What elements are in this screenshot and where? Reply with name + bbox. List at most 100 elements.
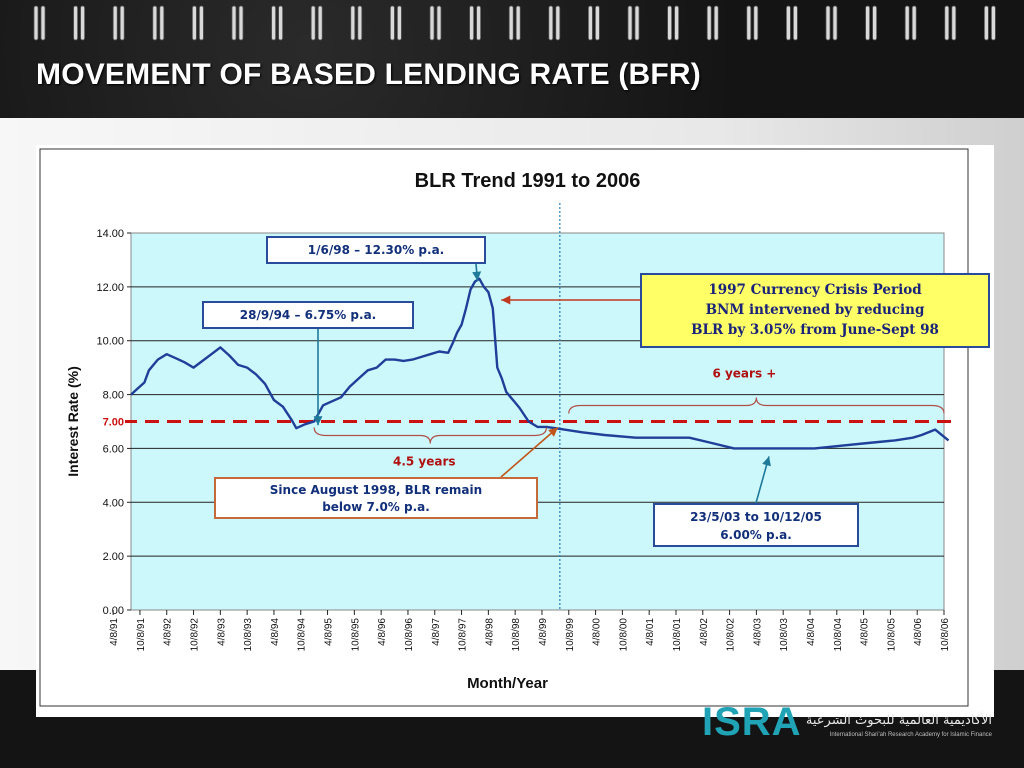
x-tick-label: 10/8/94 — [297, 618, 308, 652]
spiral-ring — [198, 5, 204, 41]
low94-callout: 28/9/94 – 6.75% p.a. — [202, 301, 414, 329]
spiral-ring — [515, 5, 521, 41]
crisis-line-1: 1997 Currency Crisis Period — [708, 282, 922, 298]
spiral-ring — [627, 5, 633, 41]
y-tick-label: 8.00 — [103, 390, 124, 402]
x-tick-label: 10/8/98 — [511, 618, 522, 652]
spiral-ring — [746, 5, 752, 41]
x-tick-label: 10/8/93 — [243, 618, 254, 652]
spiral-ring — [706, 5, 712, 41]
spiral-ring — [112, 5, 118, 41]
x-tick-label: 4/8/06 — [913, 618, 924, 646]
x-tick-label: 4/8/98 — [484, 618, 495, 646]
spiral-ring — [271, 5, 277, 41]
spiral-ring — [667, 5, 672, 41]
x-tick-label: 4/8/01 — [645, 618, 656, 646]
logo-mark: ISRA — [702, 700, 802, 744]
spiral-ring — [350, 5, 356, 41]
spiral-ring — [278, 5, 284, 41]
spiral-ring — [317, 5, 323, 41]
spiral-ring — [159, 5, 165, 41]
reference-label-bg — [87, 413, 125, 429]
y-tick-label: 14.00 — [96, 228, 124, 240]
spiral-ring — [595, 5, 600, 41]
spiral-ring — [825, 5, 831, 41]
since-line-1: Since August 1998, BLR remain — [269, 483, 483, 497]
six-years-label: 6 years + — [712, 367, 776, 381]
spiral-ring — [793, 5, 798, 41]
x-tick-label: 10/8/05 — [886, 618, 897, 652]
spiral-ring — [555, 5, 561, 41]
y-tick-label: 2.00 — [103, 551, 124, 563]
x-tick-label: 4/8/91 — [109, 618, 120, 646]
crisis-callout: 1997 Currency Crisis Period BNM interven… — [640, 273, 990, 348]
spiral-ring — [357, 5, 363, 41]
crisis-line-3: BLR by 3.05% from June-Sept 98 — [691, 322, 939, 338]
x-tick-label: 4/8/04 — [806, 618, 817, 646]
x-tick-label: 10/8/00 — [618, 618, 629, 652]
slide-title: MOVEMENT OF BASED LENDING RATE (BFR) — [36, 58, 701, 91]
slide-header: MOVEMENT OF BASED LENDING RATE (BFR) — [0, 0, 1024, 118]
x-tick-label: 10/8/99 — [565, 618, 576, 652]
spiral-ring — [872, 5, 877, 41]
peak-callout-text: 1/6/98 – 12.30% p.a. — [307, 243, 445, 257]
peak-arrow-head — [472, 271, 482, 281]
spiral-binding — [33, 5, 996, 41]
spiral-ring — [33, 5, 39, 41]
spiral-ring — [951, 5, 957, 41]
spiral-ring — [548, 5, 554, 41]
x-tick-label: 4/8/92 — [163, 618, 174, 646]
spiral-ring — [40, 5, 46, 41]
isra-logo: ISRA الأكاديمية العالمية للبحوث الشرعية … — [700, 700, 1000, 750]
blr-trend-chart: BLR Trend 1991 to 20060.002.004.006.008.… — [39, 148, 969, 707]
x-tick-label: 4/8/99 — [538, 618, 549, 646]
y-tick-label: 4.00 — [103, 497, 124, 509]
y-axis-label: Interest Rate (%) — [65, 366, 81, 476]
x-tick-label: 10/8/91 — [136, 618, 147, 652]
low03-line-1: 23/5/03 to 10/12/05 — [690, 510, 822, 524]
crisis-arrow-head — [501, 295, 511, 305]
x-tick-label: 10/8/04 — [833, 618, 844, 652]
y-tick-label: 12.00 — [96, 282, 124, 294]
spiral-ring — [634, 5, 640, 41]
spiral-ring — [984, 5, 989, 41]
spiral-ring — [713, 5, 719, 41]
peak-callout: 1/6/98 – 12.30% p.a. — [266, 236, 486, 264]
x-tick-label: 4/8/05 — [860, 618, 871, 646]
y-tick-label: 6.00 — [103, 443, 124, 455]
spiral-ring — [310, 5, 316, 41]
x-tick-label: 4/8/95 — [324, 618, 335, 646]
x-tick-label: 10/8/03 — [779, 618, 790, 652]
spiral-ring — [832, 5, 838, 41]
spiral-ring — [119, 5, 125, 41]
x-tick-label: 10/8/96 — [404, 618, 415, 652]
since-aug-arrow-head — [548, 427, 558, 437]
spiral-ring — [991, 5, 996, 41]
since-aug-arrow — [500, 426, 559, 478]
spiral-ring — [911, 5, 917, 41]
spiral-ring — [436, 5, 442, 41]
x-tick-label: 4/8/00 — [592, 618, 603, 646]
spiral-ring — [429, 5, 435, 41]
six-years-brace — [568, 397, 945, 414]
low94-arrow-head — [313, 416, 323, 426]
spiral-ring — [865, 5, 870, 41]
low03-line-2: 6.00% p.a. — [720, 528, 792, 542]
x-tick-label: 10/8/97 — [458, 618, 469, 652]
x-tick-label: 10/8/92 — [190, 618, 201, 652]
spiral-ring — [231, 5, 237, 41]
y-tick-label: 10.00 — [96, 336, 124, 348]
spiral-ring — [469, 5, 475, 41]
since-aug-callout: Since August 1998, BLR remain below 7.0%… — [214, 477, 538, 519]
logo-english-text: International Shari'ah Research Academy … — [829, 732, 992, 738]
x-tick-label: 4/8/96 — [377, 618, 388, 646]
blr-series-line — [130, 277, 950, 450]
reference-label: 7.00 — [103, 417, 124, 429]
low94-callout-text: 28/9/94 – 6.75% p.a. — [239, 308, 377, 322]
since-line-2: below 7.0% p.a. — [322, 500, 430, 514]
four-half-years-label: 4.5 years — [393, 455, 456, 469]
four-half-years-brace — [313, 427, 548, 444]
spiral-ring — [238, 5, 244, 41]
x-tick-label: 10/8/01 — [672, 618, 683, 652]
spiral-ring — [476, 5, 482, 41]
